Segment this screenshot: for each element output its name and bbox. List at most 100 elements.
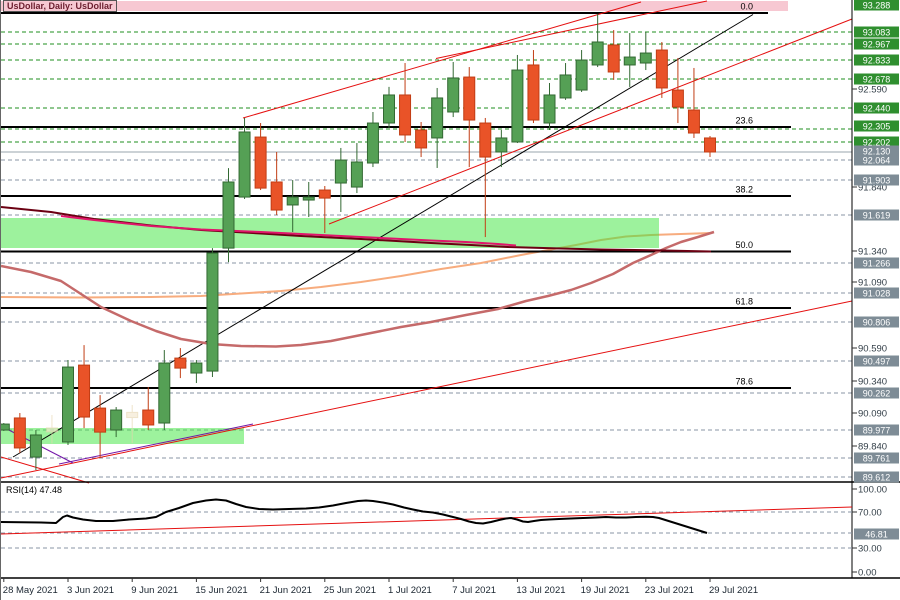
bull-candle <box>222 168 235 263</box>
rsi-indicator-label: RSI(14) 47.48 <box>6 485 63 495</box>
rsi-line <box>1 498 708 534</box>
date-label: 28 May 2021 <box>3 585 58 596</box>
price-level-label-gray-box <box>854 257 899 269</box>
price-level-label-gray: 89.977 <box>863 426 891 436</box>
price-level-label-gray: 89.761 <box>863 454 891 464</box>
price-level-label-green-box <box>854 0 899 11</box>
bear-candle <box>270 151 283 215</box>
bull-candle <box>286 180 299 232</box>
price-tick-label: 91.840 <box>858 183 887 194</box>
price-level-label-gray-box <box>854 154 899 166</box>
bear-candle <box>527 50 540 124</box>
rsi-trendline <box>1 506 853 535</box>
price-level-label-gray: 90.262 <box>863 389 891 399</box>
ghost-bar <box>126 404 139 444</box>
price-level-label-gray: 91.028 <box>863 289 891 299</box>
bear-candle <box>318 186 331 234</box>
bull-candle <box>1 423 10 431</box>
bull-candle <box>383 86 395 128</box>
price-level-label-gray: 92.130 <box>863 147 891 157</box>
bear-candle <box>479 117 492 238</box>
bear-candle <box>142 387 155 431</box>
price-level-label-green-box <box>854 120 899 132</box>
bear-candle <box>78 345 91 429</box>
price-level-label-green-box <box>854 73 899 85</box>
bear-candle <box>399 63 412 142</box>
bear-candle <box>671 57 684 124</box>
price-level-label-gray-box <box>854 387 899 399</box>
bear-candle <box>704 136 716 158</box>
bull-candle <box>29 430 42 471</box>
fib-label: 78.6 <box>735 377 753 387</box>
fib-label: 0.0 <box>740 2 753 12</box>
price-level-label-green-box <box>854 54 899 66</box>
date-label: 13 Jul 2021 <box>516 585 565 596</box>
price-level-label-green: 93.288 <box>863 1 891 11</box>
fib-label: 23.6 <box>735 116 753 126</box>
price-level-label-gray: 90.806 <box>863 318 891 328</box>
date-label: 7 Jul 2021 <box>452 585 496 596</box>
price-level-label-gray: 91.266 <box>863 259 891 269</box>
ma-rosy <box>1 230 715 348</box>
bull-candle <box>302 181 315 218</box>
price-level-label-gray: 91.903 <box>863 176 891 186</box>
date-label: 21 Jun 2021 <box>260 585 312 596</box>
resistance-zone-strip <box>1 1 788 11</box>
bear-candle <box>655 41 668 98</box>
price-level-label-green-box <box>854 26 899 38</box>
bull-candle <box>110 407 123 438</box>
bear-candle <box>174 348 187 379</box>
price-tick-label: 90.590 <box>858 344 887 355</box>
price-level-label-green: 93.083 <box>863 28 891 38</box>
channel-lower-red <box>435 0 708 59</box>
bull-candle <box>62 360 74 445</box>
price-level-label-gray-box <box>854 452 899 464</box>
bear-candle <box>254 123 267 191</box>
price-level-label-gray-box <box>854 287 899 299</box>
bear-candle <box>607 30 620 80</box>
price-tick-label: 91.340 <box>858 247 887 258</box>
bull-candle <box>158 350 171 431</box>
rsi-tick-label: 100.00 <box>858 485 887 496</box>
date-label: 15 Jun 2021 <box>195 585 247 596</box>
ghost-bar <box>45 414 58 444</box>
bear-candle <box>94 395 107 459</box>
rsi-value-label-box <box>854 528 899 540</box>
bull-candle <box>447 61 460 118</box>
price-level-label-gray-box <box>854 355 899 367</box>
price-tick-label: 90.090 <box>858 409 887 420</box>
bull-candle <box>350 143 363 194</box>
bull-candle <box>495 130 508 168</box>
price-level-label-green: 92.967 <box>863 40 891 50</box>
price-level-label-gray-box <box>854 145 899 157</box>
fib-label: 50.0 <box>735 240 753 250</box>
bull-candle <box>190 360 203 384</box>
price-level-label-green-box <box>854 38 899 50</box>
date-label: 29 Jul 2021 <box>709 585 758 596</box>
date-label: 1 Jul 2021 <box>388 585 432 596</box>
price-level-label-gray: 90.497 <box>863 357 891 367</box>
rsi-tick-label: 70.00 <box>858 508 882 519</box>
date-label: 9 Jun 2021 <box>131 585 178 596</box>
price-level-label-green: 92.305 <box>863 122 891 132</box>
ma-crimson <box>60 215 517 247</box>
bull-candle <box>623 33 636 87</box>
bear-candle <box>13 413 26 454</box>
price-level-label-gray-box <box>854 471 899 483</box>
ray-topright-red <box>328 18 853 225</box>
price-tick-label: 91.090 <box>858 278 887 289</box>
date-label: 25 Jun 2021 <box>324 585 376 596</box>
price-level-label-gray-box <box>854 174 899 186</box>
price-level-label-gray: 92.064 <box>863 156 891 166</box>
chart-symbol-header[interactable]: UsDollar, Daily: UsDollar <box>3 0 117 12</box>
bear-candle <box>687 67 700 138</box>
bull-candle <box>559 63 572 100</box>
price-level-label-gray: 91.619 <box>863 211 891 221</box>
price-level-label-green-box <box>854 102 899 114</box>
price-level-label-green: 92.440 <box>863 104 891 114</box>
date-label: 23 Jul 2021 <box>645 585 694 596</box>
bull-candle <box>543 83 556 131</box>
chart-title: UsDollar, Daily: UsDollar <box>7 1 113 11</box>
fan-down-red <box>1 456 90 484</box>
